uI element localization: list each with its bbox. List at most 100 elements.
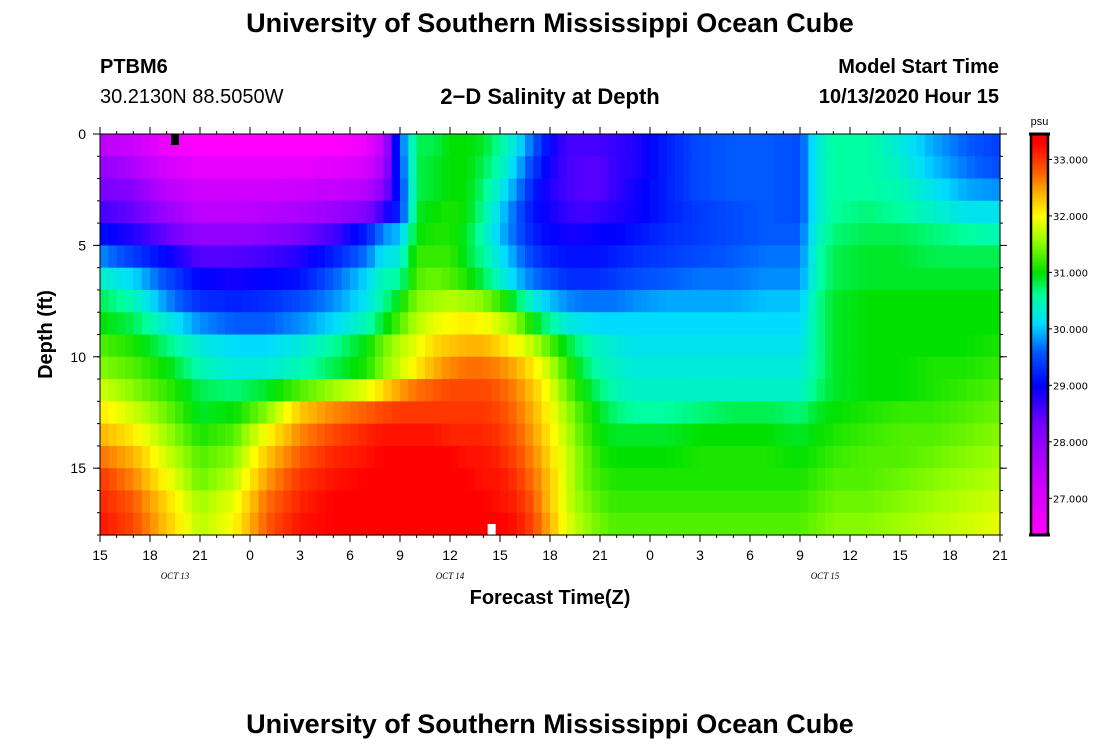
colorbar-cell xyxy=(1031,294,1048,298)
heatmap-cell xyxy=(900,512,909,536)
heatmap-cell xyxy=(516,178,526,202)
heatmap-cell xyxy=(200,178,209,202)
heatmap-cell xyxy=(475,156,484,180)
heatmap-cell xyxy=(608,468,618,492)
heatmap-cell xyxy=(100,312,109,336)
heatmap-cell xyxy=(616,312,626,336)
heatmap-cell xyxy=(150,245,159,269)
heatmap-cell xyxy=(608,334,618,358)
heatmap-cell xyxy=(808,289,818,313)
heatmap-cell xyxy=(200,156,209,180)
colorbar-cell xyxy=(1031,368,1048,372)
colorbar-cell xyxy=(1031,506,1048,510)
heatmap-cell xyxy=(941,156,951,180)
x-tick-label: 9 xyxy=(396,547,404,563)
heatmap-cell xyxy=(866,401,876,425)
heatmap-cell xyxy=(983,156,993,180)
heatmap-cell xyxy=(125,312,134,336)
heatmap-cell xyxy=(341,267,351,291)
heatmap-cell xyxy=(491,245,501,269)
heatmap-cell xyxy=(575,267,584,291)
heatmap-cell xyxy=(975,468,984,492)
colorbar-cell xyxy=(1031,276,1048,279)
heatmap-cell xyxy=(541,512,551,536)
heatmap-cell xyxy=(400,445,409,469)
heatmap-cell xyxy=(400,245,409,269)
heatmap-cell xyxy=(541,490,551,514)
heatmap-cell xyxy=(758,156,768,180)
heatmap-cell xyxy=(841,312,851,336)
heatmap-cell xyxy=(558,334,568,358)
colorbar-cell xyxy=(1031,318,1048,322)
heatmap-cell xyxy=(750,178,759,202)
heatmap-cell xyxy=(925,468,934,492)
heatmap-cell xyxy=(108,468,118,492)
heatmap-cell xyxy=(508,379,518,402)
heatmap-cell xyxy=(875,312,884,336)
heatmap-cell xyxy=(366,134,376,157)
heatmap-cell xyxy=(166,156,176,180)
heatmap-cell xyxy=(216,423,226,447)
heatmap-cell xyxy=(625,445,634,469)
heatmap-cell xyxy=(391,379,401,402)
heatmap-cell xyxy=(225,445,234,469)
heatmap-cell xyxy=(316,312,326,336)
heatmap-cell xyxy=(533,334,543,358)
heatmap-cell xyxy=(616,178,626,202)
heatmap-cell xyxy=(608,178,618,202)
heatmap-cell xyxy=(100,379,109,402)
colorbar-cell xyxy=(1031,374,1048,378)
heatmap-cell xyxy=(983,468,993,492)
heatmap-cell xyxy=(275,267,284,291)
heatmap-cell xyxy=(250,223,259,246)
heatmap-cell xyxy=(850,289,859,313)
heatmap-cell xyxy=(191,379,201,402)
heatmap-cell xyxy=(416,312,426,336)
heatmap-cell xyxy=(916,134,926,157)
heatmap-cell xyxy=(433,468,443,492)
heatmap-cell xyxy=(691,490,701,514)
heatmap-cell xyxy=(191,245,201,269)
heatmap-cell xyxy=(775,312,784,336)
heatmap-cell xyxy=(150,223,159,246)
heatmap-cell xyxy=(758,379,768,402)
heatmap-cell xyxy=(425,423,434,447)
heatmap-cell xyxy=(883,512,893,536)
heatmap-cell xyxy=(766,156,776,180)
colorbar-tick-label: 30.000 xyxy=(1053,325,1088,336)
heatmap-cell xyxy=(425,379,434,402)
heatmap-cell xyxy=(975,401,984,425)
heatmap-cell xyxy=(991,512,1001,536)
heatmap-cell xyxy=(466,267,476,291)
heatmap-cell xyxy=(458,267,468,291)
heatmap-cell xyxy=(258,312,268,336)
heatmap-cell xyxy=(158,490,168,514)
heatmap-cell xyxy=(666,200,676,224)
colorbar-cell xyxy=(1031,144,1048,147)
colorbar-cell xyxy=(1031,274,1048,277)
heatmap-cell xyxy=(950,379,959,402)
heatmap-cell xyxy=(708,267,718,291)
heatmap-cell xyxy=(183,312,193,336)
colorbar-cell xyxy=(1031,528,1048,532)
heatmap-cell xyxy=(341,379,351,402)
heatmap-cell xyxy=(725,245,734,269)
heatmap-cell xyxy=(108,334,118,358)
heatmap-cell xyxy=(633,468,643,492)
heatmap-cell xyxy=(508,178,518,202)
heatmap-cell xyxy=(858,200,868,224)
heatmap-cell xyxy=(308,490,318,514)
heatmap-cell xyxy=(625,134,634,157)
heatmap-cell xyxy=(250,156,259,180)
colorbar-cell xyxy=(1031,214,1048,217)
heatmap-cell xyxy=(675,200,684,224)
heatmap-cell xyxy=(116,223,126,246)
heatmap-cell xyxy=(791,200,801,224)
heatmap-cell xyxy=(266,379,276,402)
heatmap-cell xyxy=(233,401,243,425)
heatmap-cell xyxy=(191,312,201,336)
heatmap-cell xyxy=(366,156,376,180)
heatmap-cell xyxy=(983,401,993,425)
heatmap-cell xyxy=(333,178,343,202)
heatmap-cell xyxy=(883,334,893,358)
